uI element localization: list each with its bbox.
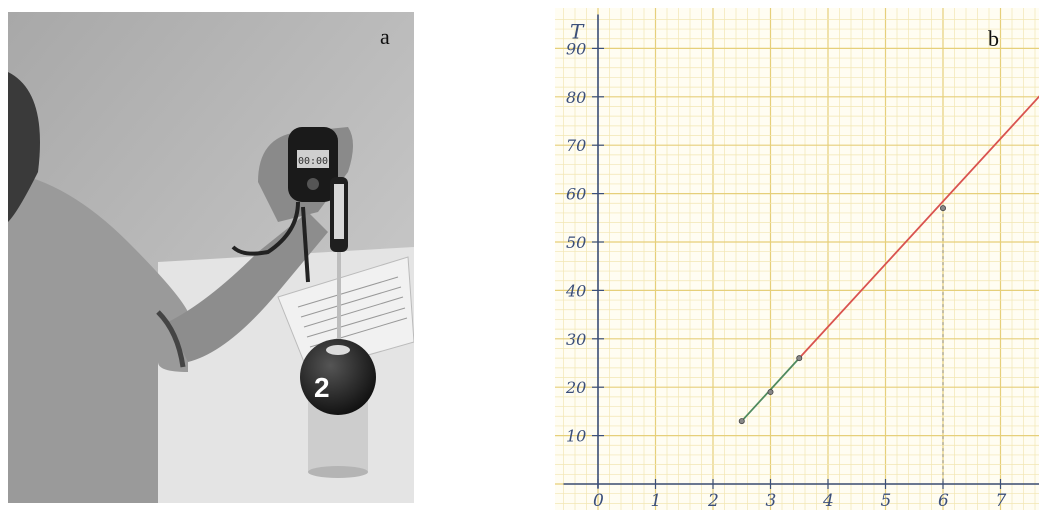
x-tick-label: 0 [593,491,604,510]
data-point [796,355,803,362]
graph-paper-grid [555,8,1039,510]
y-axis-label: T [570,20,585,44]
series-line [798,95,1039,359]
photo-panel: 00:00 2 a [8,12,414,503]
y-tick-label: 90 [566,39,586,58]
x-tick-label: 6 [938,491,949,510]
y-tick-labels: 10 20 30 40 50 60 70 80 90 [565,39,604,446]
data-points [738,205,946,425]
data-lines [741,95,1039,484]
y-tick-label: 30 [566,330,586,349]
x-tick-label: 7 [996,491,1007,510]
y-tick-label: 80 [566,88,586,107]
y-tick-label: 60 [566,185,586,204]
panel-label-b: b [988,26,999,51]
stopwatch-experiment-photo: 00:00 2 [8,12,414,503]
x-tick-label: 2 [707,491,719,510]
data-point [939,205,946,212]
svg-text:00:00: 00:00 [298,156,328,167]
y-tick-label: 50 [566,233,586,252]
x-tick-label: 3 [766,491,777,510]
x-tick-label: 4 [822,491,834,510]
panel-label-a: a [380,24,390,49]
chart-axes [563,14,1039,488]
y-tick-label: 10 [566,427,586,446]
y-tick-label: 20 [565,378,586,397]
y-tick-label: 70 [566,136,586,155]
ball-number: 2 [314,372,330,403]
x-tick-label: 1 [651,491,662,510]
data-point [767,389,774,396]
x-tick-labels: 0123456789 [593,479,1007,510]
y-tick-label: 40 [565,281,586,300]
data-point [738,418,745,425]
x-tick-label: 5 [881,491,892,510]
